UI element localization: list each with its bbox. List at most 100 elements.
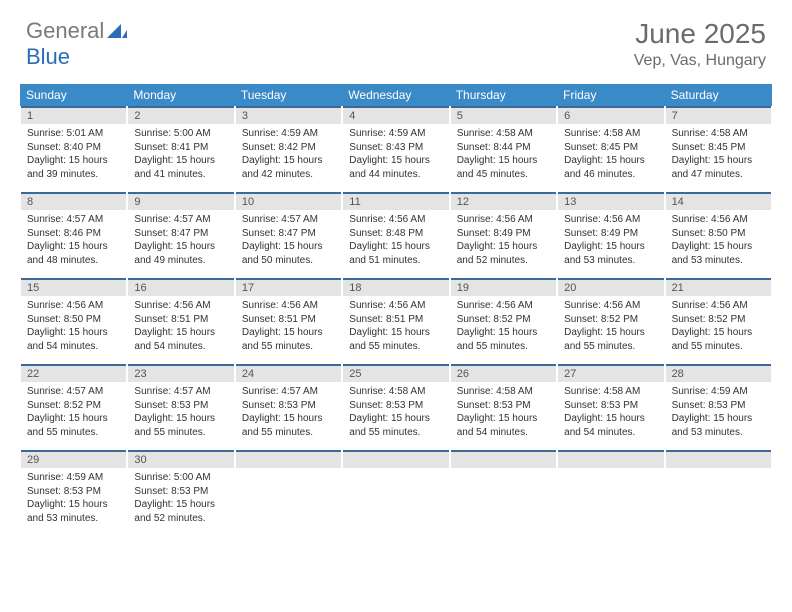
sunrise-text: Sunrise: 4:56 AM [672,213,765,227]
day-details: Sunrise: 4:57 AMSunset: 8:53 PMDaylight:… [128,382,233,445]
sunset-text: Sunset: 8:53 PM [27,485,120,499]
day-header: Friday [557,84,664,106]
day-details: Sunrise: 4:59 AMSunset: 8:53 PMDaylight:… [666,382,771,445]
calendar-cell: 16Sunrise: 4:56 AMSunset: 8:51 PMDayligh… [127,278,234,364]
calendar-cell: 14 Sunrise: 4:56 AMSunset: 8:50 PMDayligh… [665,192,772,278]
day-details: Sunrise: 4:56 AMSunset: 8:52 PMDaylight:… [558,296,663,359]
sunset-text: Sunset: 8:48 PM [349,227,442,241]
daylight-text: Daylight: 15 hours and 55 minutes. [564,326,657,353]
calendar-cell [450,450,557,536]
calendar-cell: 26Sunrise: 4:58 AMSunset: 8:53 PMDayligh… [450,364,557,450]
sunset-text: Sunset: 8:46 PM [27,227,120,241]
sunrise-text: Sunrise: 4:56 AM [564,213,657,227]
sunset-text: Sunset: 8:52 PM [672,313,765,327]
day-number: 28 [666,364,771,382]
sunset-text: Sunset: 8:47 PM [134,227,227,241]
sunset-text: Sunset: 8:49 PM [564,227,657,241]
sunrise-text: Sunrise: 4:56 AM [564,299,657,313]
day-number: 14 [666,192,771,210]
daylight-text: Daylight: 15 hours and 53 minutes. [672,412,765,439]
sunrise-text: Sunrise: 5:00 AM [134,471,227,485]
header: General Blue June 2025 Vep, Vas, Hungary [0,0,792,78]
day-details: Sunrise: 4:56 AMSunset: 8:51 PMDaylight:… [236,296,341,359]
day-number: 19 [451,278,556,296]
day-number: 16 [128,278,233,296]
day-details: Sunrise: 4:59 AMSunset: 8:42 PMDaylight:… [236,124,341,187]
sunset-text: Sunset: 8:50 PM [672,227,765,241]
day-number: 13 [558,192,663,210]
sunset-text: Sunset: 8:45 PM [672,141,765,155]
daylight-text: Daylight: 15 hours and 39 minutes. [27,154,120,181]
day-details: Sunrise: 4:58 AMSunset: 8:53 PMDaylight:… [343,382,448,445]
day-number: 18 [343,278,448,296]
calendar-cell: 1Sunrise: 5:01 AMSunset: 8:40 PMDaylight… [20,106,127,192]
calendar-cell: 13Sunrise: 4:56 AMSunset: 8:49 PMDayligh… [557,192,664,278]
page-title: June 2025 [634,18,766,50]
sunrise-text: Sunrise: 4:57 AM [242,213,335,227]
location-subtitle: Vep, Vas, Hungary [634,52,766,70]
daylight-text: Daylight: 15 hours and 42 minutes. [242,154,335,181]
sunrise-text: Sunrise: 4:58 AM [672,127,765,141]
daylight-text: Daylight: 15 hours and 55 minutes. [349,412,442,439]
calendar-cell: 18Sunrise: 4:56 AMSunset: 8:51 PMDayligh… [342,278,449,364]
calendar-cell: 10Sunrise: 4:57 AMSunset: 8:47 PMDayligh… [235,192,342,278]
day-details: Sunrise: 4:56 AMSunset: 8:50 PMDaylight:… [21,296,126,359]
sunset-text: Sunset: 8:51 PM [134,313,227,327]
day-details: Sunrise: 4:56 AMSunset: 8:48 PMDaylight:… [343,210,448,273]
day-details: Sunrise: 4:58 AMSunset: 8:45 PMDaylight:… [558,124,663,187]
sunrise-text: Sunrise: 4:57 AM [27,385,120,399]
sunset-text: Sunset: 8:53 PM [242,399,335,413]
day-details: Sunrise: 5:01 AMSunset: 8:40 PMDaylight:… [21,124,126,187]
day-number: 17 [236,278,341,296]
sunrise-text: Sunrise: 4:56 AM [672,299,765,313]
sunset-text: Sunset: 8:53 PM [349,399,442,413]
calendar-header-row: Sunday Monday Tuesday Wednesday Thursday… [20,84,772,106]
daylight-text: Daylight: 15 hours and 54 minutes. [134,326,227,353]
day-details: Sunrise: 4:57 AMSunset: 8:47 PMDaylight:… [128,210,233,273]
sunset-text: Sunset: 8:44 PM [457,141,550,155]
sunrise-text: Sunrise: 4:57 AM [134,213,227,227]
sunrise-text: Sunrise: 5:01 AM [27,127,120,141]
day-details: Sunrise: 4:58 AMSunset: 8:53 PMDaylight:… [451,382,556,445]
day-number: 27 [558,364,663,382]
calendar-cell [342,450,449,536]
empty-day-band [666,450,771,468]
calendar-cell: 22Sunrise: 4:57 AMSunset: 8:52 PMDayligh… [20,364,127,450]
daylight-text: Daylight: 15 hours and 51 minutes. [349,240,442,267]
empty-day-band [236,450,341,468]
sunrise-text: Sunrise: 4:56 AM [457,213,550,227]
day-number: 29 [21,450,126,468]
daylight-text: Daylight: 15 hours and 55 minutes. [672,326,765,353]
calendar-cell: 30Sunrise: 5:00 AMSunset: 8:53 PMDayligh… [127,450,234,536]
sunrise-text: Sunrise: 4:56 AM [242,299,335,313]
title-block: June 2025 Vep, Vas, Hungary [634,18,766,70]
calendar-cell [557,450,664,536]
sunset-text: Sunset: 8:42 PM [242,141,335,155]
calendar-cell: 9Sunrise: 4:57 AMSunset: 8:47 PMDaylight… [127,192,234,278]
day-details: Sunrise: 4:58 AMSunset: 8:53 PMDaylight:… [558,382,663,445]
daylight-text: Daylight: 15 hours and 55 minutes. [242,326,335,353]
sunrise-text: Sunrise: 4:59 AM [242,127,335,141]
calendar-cell: 17Sunrise: 4:56 AMSunset: 8:51 PMDayligh… [235,278,342,364]
sunrise-text: Sunrise: 4:56 AM [349,299,442,313]
sunrise-text: Sunrise: 4:56 AM [349,213,442,227]
empty-day-band [558,450,663,468]
day-number: 30 [128,450,233,468]
day-number: 22 [21,364,126,382]
sunset-text: Sunset: 8:40 PM [27,141,120,155]
sunrise-text: Sunrise: 4:58 AM [349,385,442,399]
sunset-text: Sunset: 8:53 PM [564,399,657,413]
daylight-text: Daylight: 15 hours and 52 minutes. [134,498,227,525]
daylight-text: Daylight: 15 hours and 52 minutes. [457,240,550,267]
day-details: Sunrise: 4:57 AMSunset: 8:53 PMDaylight:… [236,382,341,445]
sunrise-text: Sunrise: 4:59 AM [349,127,442,141]
calendar-cell [665,450,772,536]
calendar-cell: 7Sunrise: 4:58 AMSunset: 8:45 PMDaylight… [665,106,772,192]
day-details: Sunrise: 4:58 AMSunset: 8:45 PMDaylight:… [666,124,771,187]
calendar-cell: 21Sunrise: 4:56 AMSunset: 8:52 PMDayligh… [665,278,772,364]
calendar-cell [235,450,342,536]
calendar-cell: 3Sunrise: 4:59 AMSunset: 8:42 PMDaylight… [235,106,342,192]
daylight-text: Daylight: 15 hours and 53 minutes. [672,240,765,267]
day-details: Sunrise: 4:57 AMSunset: 8:52 PMDaylight:… [21,382,126,445]
calendar-cell: 11Sunrise: 4:56 AMSunset: 8:48 PMDayligh… [342,192,449,278]
